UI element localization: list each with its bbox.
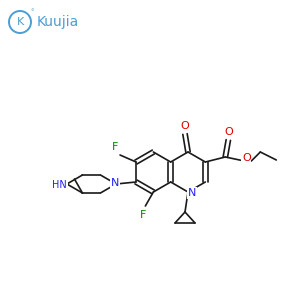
Text: K: K bbox=[16, 17, 24, 27]
Text: O: O bbox=[181, 121, 189, 131]
Text: HN: HN bbox=[52, 180, 67, 190]
Text: °: ° bbox=[30, 9, 34, 15]
Text: F: F bbox=[112, 142, 118, 152]
Text: Kuujia: Kuujia bbox=[37, 15, 79, 29]
Text: O: O bbox=[242, 153, 251, 163]
Text: N: N bbox=[111, 178, 119, 188]
Text: O: O bbox=[224, 127, 233, 137]
Text: F: F bbox=[140, 210, 146, 220]
Text: N: N bbox=[188, 188, 196, 198]
